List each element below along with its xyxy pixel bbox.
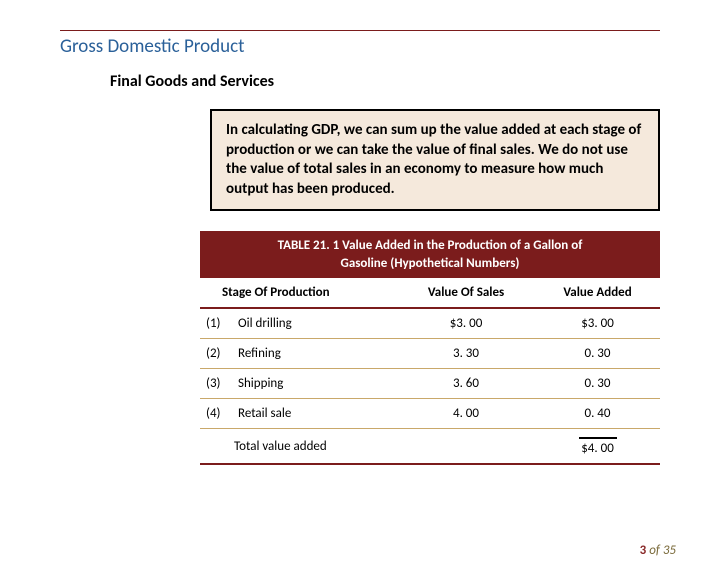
table-header-row: Stage Of Production Value Of Sales Value… bbox=[200, 278, 660, 308]
table-row: (2) Refining 3. 30 0. 30 bbox=[200, 339, 660, 369]
cell-sales: 3. 30 bbox=[397, 339, 535, 369]
cell-empty bbox=[200, 429, 234, 465]
total-label: Total value added bbox=[234, 429, 397, 465]
page-of: of bbox=[649, 543, 660, 558]
cell-va: $3. 00 bbox=[535, 308, 660, 339]
page-title: Gross Domestic Product bbox=[60, 35, 720, 58]
top-rule bbox=[60, 30, 660, 31]
col-value-added: Value Added bbox=[535, 278, 660, 308]
page-current: 3 bbox=[640, 543, 647, 558]
cell-name: Shipping bbox=[234, 369, 397, 399]
cell-va: 0. 30 bbox=[535, 369, 660, 399]
pager: 3 of 35 bbox=[640, 543, 676, 558]
table-caption-line1: TABLE 21. 1 Value Added in the Productio… bbox=[278, 238, 583, 253]
col-sales: Value Of Sales bbox=[397, 278, 535, 308]
table-row: (4) Retail sale 4. 00 0. 40 bbox=[200, 399, 660, 429]
total-value-cell: $4. 00 bbox=[535, 429, 660, 465]
table-caption-line2: Gasoline (Hypothetical Numbers) bbox=[341, 256, 520, 271]
table-container: TABLE 21. 1 Value Added in the Productio… bbox=[200, 231, 660, 465]
cell-num: (4) bbox=[200, 399, 234, 429]
cell-name: Retail sale bbox=[234, 399, 397, 429]
cell-sales: $3. 00 bbox=[397, 308, 535, 339]
cell-empty bbox=[397, 429, 535, 465]
cell-va: 0. 30 bbox=[535, 339, 660, 369]
cell-sales: 3. 60 bbox=[397, 369, 535, 399]
cell-name: Refining bbox=[234, 339, 397, 369]
table-row: (3) Shipping 3. 60 0. 30 bbox=[200, 369, 660, 399]
table-total-row: Total value added $4. 00 bbox=[200, 429, 660, 465]
cell-name: Oil drilling bbox=[234, 308, 397, 339]
cell-va: 0. 40 bbox=[535, 399, 660, 429]
cell-sales: 4. 00 bbox=[397, 399, 535, 429]
total-value: $4. 00 bbox=[579, 437, 617, 456]
col-stage: Stage Of Production bbox=[200, 278, 397, 308]
page-subtitle: Final Goods and Services bbox=[110, 72, 720, 91]
cell-num: (3) bbox=[200, 369, 234, 399]
cell-num: (1) bbox=[200, 308, 234, 339]
cell-num: (2) bbox=[200, 339, 234, 369]
value-added-table: Stage Of Production Value Of Sales Value… bbox=[200, 278, 660, 465]
table-row: (1) Oil drilling $3. 00 $3. 00 bbox=[200, 308, 660, 339]
callout-box: In calculating GDP, we can sum up the va… bbox=[210, 109, 660, 211]
table-caption: TABLE 21. 1 Value Added in the Productio… bbox=[200, 231, 660, 278]
page-total: 35 bbox=[663, 543, 676, 558]
